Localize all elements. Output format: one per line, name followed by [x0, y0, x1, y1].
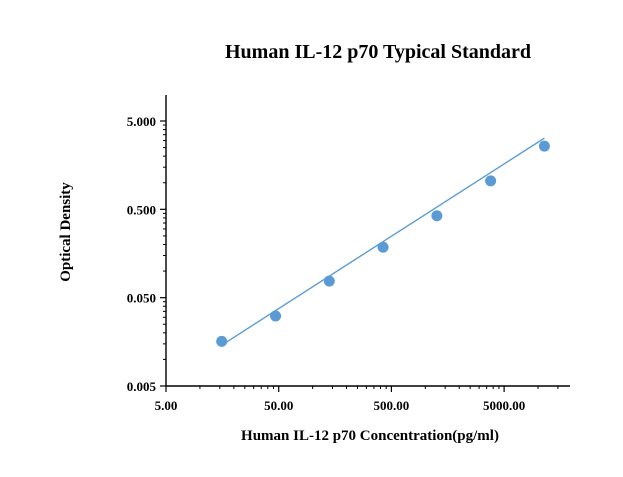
x-tick-label: 5.00	[155, 398, 178, 413]
x-tick-label: 50.00	[264, 398, 293, 413]
data-point	[216, 335, 228, 347]
data-points	[216, 140, 550, 347]
fit-line	[221, 137, 545, 346]
data-point	[485, 175, 497, 187]
y-tick-label: 0.500	[127, 202, 156, 217]
data-point	[270, 310, 282, 322]
y-tick-label: 0.005	[127, 379, 157, 394]
fit-line-group	[221, 137, 545, 346]
data-point	[538, 140, 550, 152]
x-tick-label: 5000.00	[483, 398, 525, 413]
x-axis-label: Human IL-12 p70 Concentration(pg/ml)	[241, 428, 499, 444]
chart-title: Human IL-12 p70 Typical Standard	[225, 41, 531, 63]
data-point	[323, 275, 335, 287]
data-point	[377, 241, 389, 253]
data-point	[431, 210, 443, 222]
y-tick-label: 5.000	[127, 114, 156, 129]
x-tick-label: 500.00	[374, 398, 410, 413]
y-axis-label: Optical Density	[58, 182, 74, 282]
ticks: 5.00 50.00 500.00 5000.00 0.005 0.050 0.500 5.0…	[127, 114, 559, 413]
y-tick-label: 0.050	[127, 291, 156, 306]
axes	[165, 95, 570, 387]
